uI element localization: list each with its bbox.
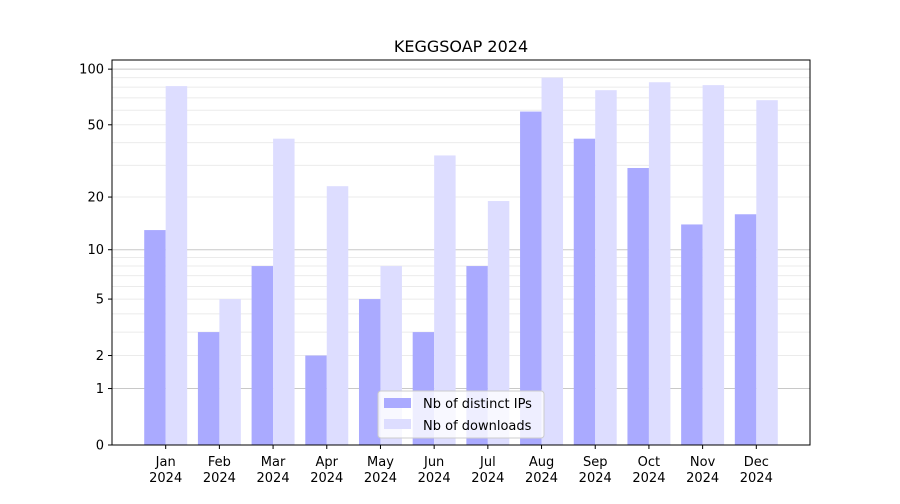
bar-downloads <box>219 299 241 445</box>
bar-distinct-ips <box>734 214 757 445</box>
legend-label-ips: Nb of distinct IPs <box>423 397 532 412</box>
x-tick-label: Mar <box>261 455 286 470</box>
bar-distinct-ips <box>627 168 649 446</box>
x-tick-label: Sep <box>583 455 608 470</box>
y-tick-label: 20 <box>87 191 104 206</box>
x-tick-label: 2024 <box>525 471 558 486</box>
x-tick-label: 2024 <box>686 471 719 486</box>
chart-title: KEGGSOAP 2024 <box>394 37 528 56</box>
x-tick-label: 2024 <box>471 471 504 486</box>
bar-downloads <box>273 138 295 445</box>
bar-downloads <box>434 155 456 445</box>
legend: Nb of distinct IPs Nb of downloads <box>377 390 545 439</box>
x-tick-label: 2024 <box>740 471 773 486</box>
x-tick-label: 2024 <box>632 471 665 486</box>
y-tick-label: 1 <box>96 382 104 397</box>
bar-distinct-ips <box>251 266 274 445</box>
bar-downloads <box>702 85 725 446</box>
bar-distinct-ips <box>197 332 220 445</box>
x-tick-label: 2024 <box>579 471 612 486</box>
y-tick-label: 5 <box>96 293 104 308</box>
bar-downloads <box>326 186 349 445</box>
bar-distinct-ips <box>681 224 703 445</box>
x-tick-label: 2024 <box>418 471 451 486</box>
x-tick-label: May <box>367 455 394 470</box>
bar-distinct-ips <box>144 230 166 445</box>
x-tick-label: Jan <box>155 455 176 470</box>
y-tick-label: 10 <box>87 243 104 258</box>
x-tick-label: 2024 <box>310 471 343 486</box>
bar-downloads <box>541 77 564 446</box>
bars <box>144 77 778 446</box>
legend-label-downloads: Nb of downloads <box>423 419 532 434</box>
x-tick-label: 2024 <box>149 471 182 486</box>
bar-downloads <box>648 82 671 445</box>
legend-swatch-downloads <box>384 419 411 429</box>
bar-downloads <box>756 100 778 446</box>
legend-box <box>377 390 545 439</box>
bar-distinct-ips <box>573 138 596 445</box>
y-tick-label: 2 <box>96 349 104 364</box>
y-axis: 0 1 2 5 10 20 50 100 <box>79 63 112 454</box>
x-tick-label: Feb <box>208 455 231 470</box>
bar-distinct-ips <box>305 355 327 445</box>
y-tick-label: 100 <box>79 63 104 78</box>
x-tick-label: Aug <box>529 455 554 470</box>
x-tick-label: Oct <box>638 455 660 470</box>
x-tick-label: Dec <box>744 455 769 470</box>
grid <box>112 68 810 390</box>
x-axis: Jan2024Feb2024Mar2024Apr2024May2024Jun20… <box>149 445 773 486</box>
bar-distinct-ips <box>520 111 542 446</box>
y-tick-label: 50 <box>87 118 104 133</box>
bar-downloads <box>165 86 188 445</box>
legend-swatch-ips <box>384 398 411 408</box>
x-tick-label: Apr <box>316 455 339 470</box>
bar-downloads <box>487 201 510 445</box>
axes-frame <box>111 59 811 446</box>
x-tick-label: 2024 <box>364 471 397 486</box>
bar-downloads <box>595 90 617 445</box>
bar-distinct-ips <box>358 299 381 445</box>
x-tick-label: Jun <box>423 455 444 470</box>
x-tick-label: 2024 <box>257 471 290 486</box>
y-tick-label: 0 <box>96 439 104 454</box>
x-tick-label: Nov <box>690 455 716 470</box>
x-tick-label: 2024 <box>203 471 236 486</box>
x-tick-label: Jul <box>479 455 496 470</box>
